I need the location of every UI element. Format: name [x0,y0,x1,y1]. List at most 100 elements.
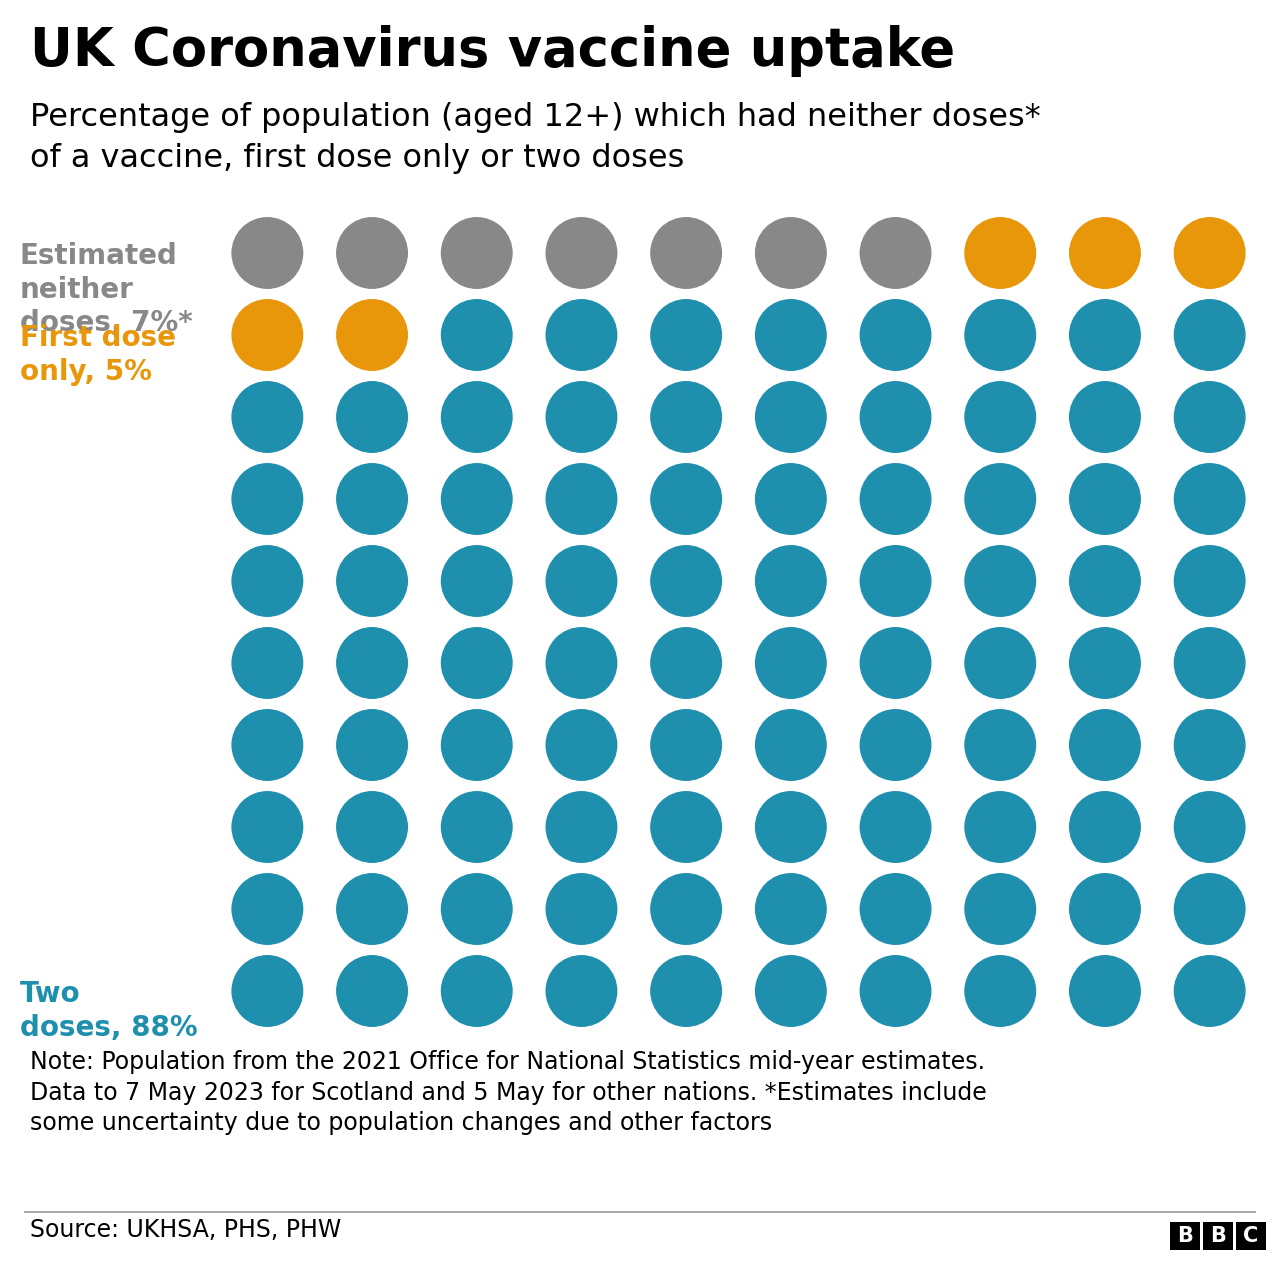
Circle shape [442,792,512,863]
Circle shape [1070,463,1140,534]
Circle shape [652,792,722,863]
Circle shape [1174,300,1245,370]
Circle shape [337,709,407,781]
Circle shape [547,792,617,863]
Text: Estimated
neither
doses, 7%*: Estimated neither doses, 7%* [20,242,193,338]
FancyBboxPatch shape [1236,1222,1266,1251]
Circle shape [232,709,302,781]
Circle shape [652,381,722,452]
Circle shape [755,463,826,534]
Text: Two
doses, 88%: Two doses, 88% [20,980,197,1042]
Circle shape [965,463,1036,534]
Circle shape [965,709,1036,781]
Circle shape [547,874,617,945]
Circle shape [337,545,407,616]
Circle shape [442,709,512,781]
Circle shape [965,300,1036,370]
Circle shape [755,545,826,616]
Circle shape [1174,218,1245,288]
Circle shape [860,874,931,945]
Circle shape [652,463,722,534]
Circle shape [337,218,407,288]
Circle shape [755,874,826,945]
Circle shape [755,627,826,699]
Circle shape [337,300,407,370]
Circle shape [652,545,722,616]
Circle shape [755,792,826,863]
Circle shape [232,545,302,616]
Circle shape [965,874,1036,945]
Circle shape [652,300,722,370]
Circle shape [442,381,512,452]
Circle shape [965,792,1036,863]
Circle shape [1070,627,1140,699]
Circle shape [1174,463,1245,534]
Circle shape [547,709,617,781]
Circle shape [232,381,302,452]
Circle shape [442,463,512,534]
Circle shape [337,874,407,945]
Circle shape [547,300,617,370]
Circle shape [232,956,302,1027]
Circle shape [860,545,931,616]
Circle shape [547,463,617,534]
Circle shape [337,381,407,452]
Circle shape [1070,218,1140,288]
Circle shape [965,545,1036,616]
Circle shape [337,956,407,1027]
Circle shape [547,627,617,699]
Circle shape [755,300,826,370]
Circle shape [1070,709,1140,781]
Circle shape [860,463,931,534]
Circle shape [1070,956,1140,1027]
Circle shape [232,627,302,699]
Circle shape [547,545,617,616]
Circle shape [965,381,1036,452]
Circle shape [1070,300,1140,370]
Text: B: B [1210,1226,1226,1245]
Circle shape [442,300,512,370]
Circle shape [232,218,302,288]
Circle shape [652,218,722,288]
Text: B: B [1178,1226,1193,1245]
Circle shape [1174,956,1245,1027]
Circle shape [442,627,512,699]
Text: First dose
only, 5%: First dose only, 5% [20,324,177,387]
FancyBboxPatch shape [1203,1222,1233,1251]
Circle shape [1174,874,1245,945]
Circle shape [860,709,931,781]
Circle shape [337,627,407,699]
Circle shape [860,792,931,863]
Circle shape [965,627,1036,699]
Circle shape [860,381,931,452]
Circle shape [1070,792,1140,863]
Circle shape [652,956,722,1027]
Circle shape [232,463,302,534]
Circle shape [965,956,1036,1027]
Circle shape [1174,545,1245,616]
Circle shape [755,956,826,1027]
Circle shape [442,874,512,945]
Circle shape [1070,381,1140,452]
Circle shape [547,381,617,452]
Circle shape [1174,627,1245,699]
Circle shape [1174,792,1245,863]
Circle shape [860,300,931,370]
Circle shape [652,874,722,945]
Text: UK Coronavirus vaccine uptake: UK Coronavirus vaccine uptake [29,26,955,77]
Circle shape [860,956,931,1027]
Circle shape [755,709,826,781]
Text: Source: UKHSA, PHS, PHW: Source: UKHSA, PHS, PHW [29,1219,342,1242]
Circle shape [1070,874,1140,945]
Text: Percentage of population (aged 12+) which had neither doses*
of a vaccine, first: Percentage of population (aged 12+) whic… [29,102,1041,174]
FancyBboxPatch shape [1170,1222,1201,1251]
Circle shape [232,300,302,370]
Circle shape [442,956,512,1027]
Circle shape [547,218,617,288]
Circle shape [1174,381,1245,452]
Circle shape [232,792,302,863]
Circle shape [337,792,407,863]
Circle shape [652,709,722,781]
Circle shape [652,627,722,699]
Circle shape [755,218,826,288]
